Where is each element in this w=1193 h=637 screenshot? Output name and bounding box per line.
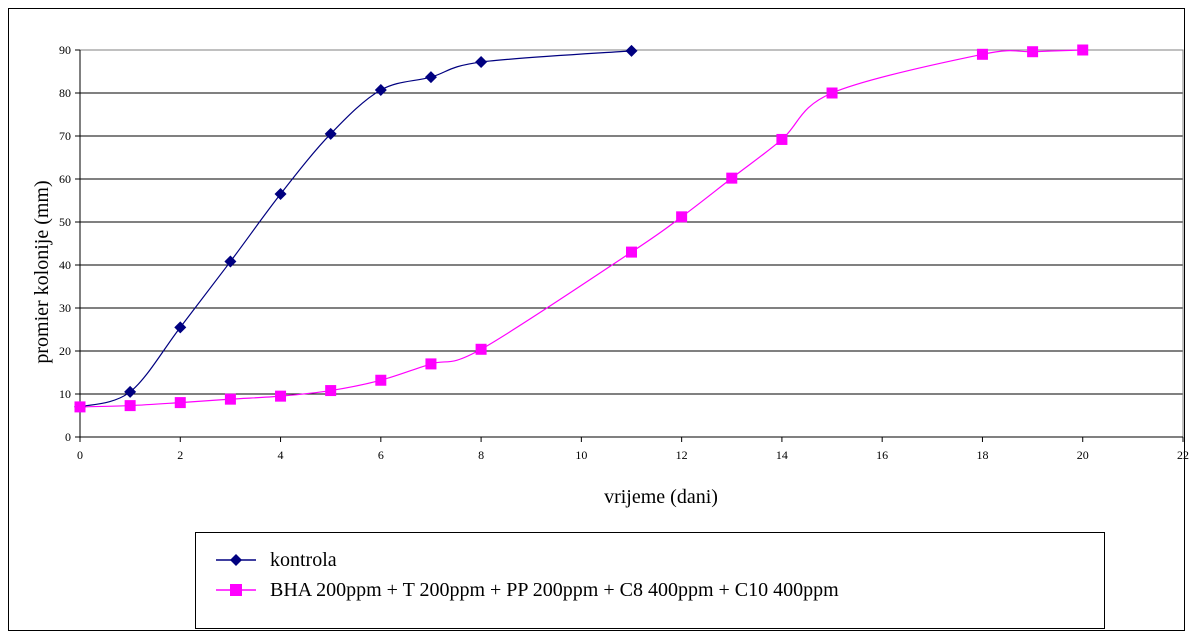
x-axis-title: vrijeme (dani) (604, 486, 718, 508)
series-markers (74, 44, 1089, 413)
diamond-marker-icon (216, 554, 256, 566)
square-marker-icon (216, 584, 256, 596)
square-marker (626, 246, 637, 258)
legend-item-bha-mix: BHA 200ppm + T 200ppm + PP 200ppm + C8 4… (214, 577, 839, 603)
series-line-2 (79, 49, 1083, 408)
legend-item-kontrola: kontrola (214, 547, 337, 573)
square-marker (776, 133, 788, 145)
legend-label: BHA 200ppm + T 200ppm + PP 200ppm + C8 4… (270, 578, 839, 601)
square-marker (74, 401, 86, 413)
square-marker (425, 358, 437, 370)
square-marker (726, 172, 738, 184)
series-line-1 (79, 50, 632, 408)
y-tick-label: 0 (65, 430, 71, 444)
diamond-marker (625, 44, 638, 57)
x-tick-label: 18 (976, 448, 988, 462)
diamond-marker (124, 385, 137, 398)
y-tick-label: 20 (59, 344, 71, 358)
square-marker (475, 343, 487, 355)
square-marker (676, 211, 688, 223)
square-marker (1027, 46, 1039, 58)
y-axis-title: promier kolonije (mm) (31, 180, 53, 363)
x-tick-label: 10 (575, 448, 587, 462)
x-tick-label: 6 (378, 448, 384, 462)
y-tick-label: 50 (59, 215, 71, 229)
square-marker (124, 400, 136, 412)
tick-labels: 0 10 20 30 40 50 60 70 80 90 0 2 4 6 8 10 12 14 16 18 20 22 (59, 43, 1189, 462)
x-tick-label: 16 (876, 448, 888, 462)
x-tick-label: 0 (77, 448, 83, 462)
y-tick-label: 10 (59, 387, 71, 401)
y-tick-label: 70 (59, 129, 71, 143)
gridlines (80, 49, 1183, 395)
y-tick-label: 60 (59, 172, 71, 186)
square-marker (1077, 44, 1089, 56)
diamond-marker (324, 127, 337, 140)
chart-frame (8, 8, 1185, 631)
square-marker (174, 397, 186, 409)
square-marker (325, 385, 337, 397)
x-tick-label: 2 (177, 448, 183, 462)
square-marker (976, 48, 988, 60)
square-marker (224, 393, 236, 405)
legend: kontrola BHA 200ppm + T 200ppm + PP 200p… (195, 532, 1105, 629)
diamond-marker (475, 56, 488, 69)
x-tick-label: 8 (478, 448, 484, 462)
x-tick-label: 14 (776, 448, 788, 462)
y-tick-label: 30 (59, 301, 71, 315)
y-tick-label: 40 (59, 258, 71, 272)
diamond-marker (174, 321, 187, 334)
diamond-marker (424, 71, 437, 84)
square-marker (275, 390, 287, 402)
legend-label: kontrola (270, 548, 337, 571)
x-tick-label: 20 (1077, 448, 1089, 462)
series-lines (79, 49, 1083, 408)
plot-area (79, 49, 1184, 438)
square-marker (826, 87, 838, 99)
square-marker (375, 374, 387, 386)
diamond-marker (224, 255, 237, 268)
diamond-marker (274, 188, 287, 201)
x-tick-label: 4 (278, 448, 284, 462)
y-tick-label: 80 (59, 86, 71, 100)
x-tick-label: 22 (1177, 448, 1189, 462)
y-tick-label: 90 (59, 43, 71, 57)
diamond-marker (374, 83, 387, 96)
x-tick-label: 12 (676, 448, 688, 462)
